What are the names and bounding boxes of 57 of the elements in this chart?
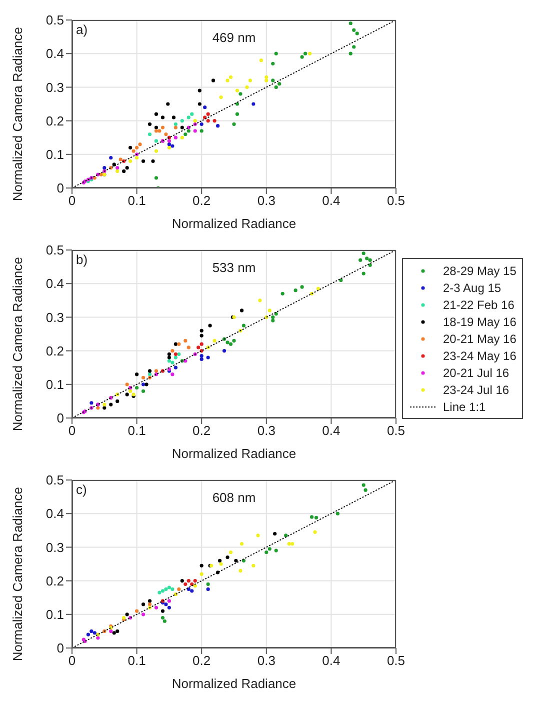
y-tick-label: 0.1 <box>46 147 64 162</box>
x-tick-label: 0.1 <box>128 423 146 438</box>
annotation: 469 nm <box>212 30 256 45</box>
y-tick-label: 0.5 <box>46 242 64 258</box>
y-tick-label: 0.4 <box>46 46 64 62</box>
x-axis-title: Normalized Radiance <box>172 676 296 691</box>
x-axis-title: Normalized Radiance <box>172 216 296 231</box>
legend-label: 20-21 Jul 16 <box>443 366 510 380</box>
annotation: c) <box>76 482 87 497</box>
y-tick-label: 0.2 <box>46 343 64 358</box>
x-tick-label: 0.2 <box>192 653 211 668</box>
y-tick-label: 0.1 <box>46 377 64 392</box>
legend-label: 23-24 Jul 16 <box>443 382 510 396</box>
legend-label: 21-22 Feb 16 <box>443 298 514 312</box>
x-axis-title: Normalized Radiance <box>172 446 296 461</box>
x-tick-label: 0.2 <box>192 193 211 208</box>
y-tick-label: 0.4 <box>46 276 64 292</box>
legend-label: Line 1:1 <box>443 400 486 414</box>
x-tick-label: 0.3 <box>257 423 276 438</box>
x-tick-label: 0.1 <box>128 653 146 668</box>
x-tick-label: 0.5 <box>386 193 406 208</box>
x-tick-label: 0.3 <box>257 653 276 668</box>
y-axis-title: Normalized Camera Radiance <box>10 26 25 202</box>
y-axis-title: Normalized Camera Radiance <box>10 486 25 662</box>
annotation: a) <box>76 22 88 37</box>
x-tick-label: 0 <box>68 193 76 208</box>
y-tick-label: 0.2 <box>46 113 64 128</box>
x-tick-label: 0.3 <box>257 193 276 208</box>
x-tick-label: 0.4 <box>322 423 340 438</box>
y-tick-label: 0.5 <box>46 12 64 28</box>
x-tick-label: 0 <box>68 653 76 668</box>
legend-label: 23-24 May 16 <box>443 348 516 362</box>
y-tick-label: 0.3 <box>46 310 64 325</box>
x-tick-label: 0.1 <box>128 193 146 208</box>
y-tick-label: 0.5 <box>46 472 64 488</box>
legend-label: 2-3 Aug 15 <box>443 280 502 294</box>
y-tick-label: 0.3 <box>46 80 64 95</box>
x-tick-label: 0.5 <box>386 423 406 438</box>
y-tick-label: 0.4 <box>46 506 64 522</box>
y-tick-label: 0.3 <box>46 540 64 555</box>
annotation: 608 nm <box>212 490 256 505</box>
legend-label: 20-21 May 16 <box>443 332 516 346</box>
legend-label: 18-19 May 16 <box>443 314 516 328</box>
y-tick-label: 0 <box>56 180 64 196</box>
y-tick-label: 0 <box>56 410 64 426</box>
x-tick-label: 0.2 <box>192 423 211 438</box>
y-tick-label: 0.2 <box>46 573 64 588</box>
annotation: 533 nm <box>212 260 256 275</box>
x-tick-label: 0.4 <box>322 193 340 208</box>
x-tick-label: 0.5 <box>386 653 406 668</box>
legend-label: 28-29 May 15 <box>443 264 516 278</box>
y-tick-label: 0 <box>56 640 64 656</box>
y-axis-title: Normalized Camera Radiance <box>10 256 25 432</box>
x-tick-label: 0 <box>68 423 76 438</box>
annotation: b) <box>76 252 88 267</box>
y-tick-label: 0.1 <box>46 607 64 622</box>
x-tick-label: 0.4 <box>322 653 340 668</box>
